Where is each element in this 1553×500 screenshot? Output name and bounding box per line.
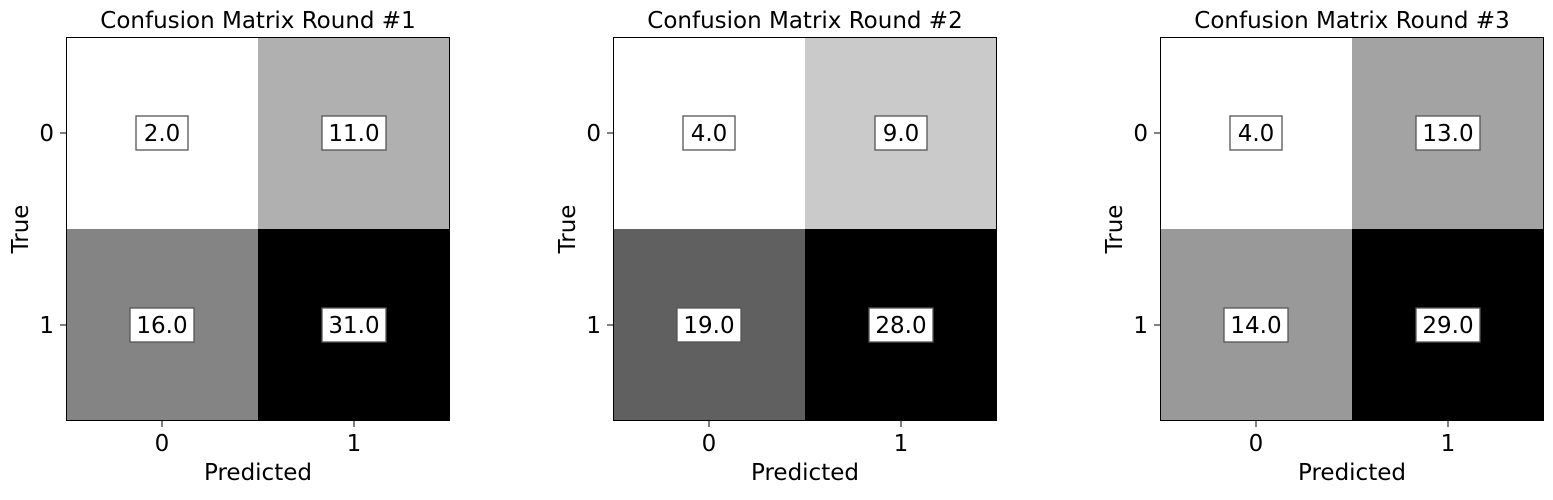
y-tick-label: 1 [586, 313, 601, 339]
plot-frame [613, 37, 997, 421]
x-axis-label: Predicted [1298, 460, 1406, 486]
y-axis-label: True [8, 205, 34, 255]
cell-label-box [135, 115, 189, 151]
cell-value-label: 31.0 [328, 313, 379, 339]
y-tick-label: 1 [1133, 313, 1148, 339]
cell-value-label: 9.0 [883, 121, 920, 147]
y-tick-label: 1 [39, 313, 54, 339]
plot-frame [1160, 37, 1544, 421]
cell-label-box [321, 115, 387, 151]
confusion-matrix-panel-2: 4.0 9.0 19.0 28.0 0 1 0 1 Confusion Matrix Round… [555, 8, 997, 486]
cell-label-box [1415, 115, 1481, 151]
cell-label-box [1415, 307, 1481, 343]
y-tick-label: 0 [39, 121, 54, 147]
chart-title: Confusion Matrix Round #2 [647, 8, 962, 34]
cell-label-box [1223, 307, 1289, 343]
cell-value-label: 11.0 [328, 121, 379, 147]
cell-value-label: 14.0 [1230, 313, 1281, 339]
cell-label-box [1229, 115, 1283, 151]
cell-value-label: 19.0 [683, 313, 734, 339]
x-axis-label: Predicted [751, 460, 859, 486]
x-axis-label: Predicted [204, 460, 312, 486]
cell-value-label: 2.0 [144, 121, 181, 147]
cell-value-label: 4.0 [1238, 121, 1275, 147]
cell-label-box [676, 307, 742, 343]
plot-frame [66, 37, 450, 421]
chart-title: Confusion Matrix Round #3 [1194, 8, 1509, 34]
cell-value-label: 29.0 [1422, 313, 1473, 339]
cell-label-box [129, 307, 195, 343]
confusion-matrix-panel-1: 2.0 11.0 16.0 31.0 0 1 0 1 Confusion Matrix Roun… [8, 8, 450, 486]
cell-label-box [868, 307, 934, 343]
cell-value-label: 4.0 [691, 121, 728, 147]
cell-label-box [682, 115, 736, 151]
chart-title: Confusion Matrix Round #1 [100, 8, 415, 34]
x-tick-label: 0 [155, 431, 170, 457]
cell-value-label: 28.0 [875, 313, 926, 339]
cell-value-label: 16.0 [136, 313, 187, 339]
x-tick-label: 1 [1441, 431, 1456, 457]
x-tick-label: 1 [347, 431, 362, 457]
y-tick-label: 0 [1133, 121, 1148, 147]
x-tick-label: 0 [1249, 431, 1264, 457]
cell-value-label: 13.0 [1422, 121, 1473, 147]
y-tick-label: 0 [586, 121, 601, 147]
x-tick-label: 1 [894, 431, 909, 457]
cell-label-box [874, 115, 928, 151]
y-axis-label: True [1102, 205, 1128, 255]
cell-label-box [321, 307, 387, 343]
x-tick-label: 0 [702, 431, 717, 457]
y-axis-label: True [555, 205, 581, 255]
confusion-matrix-panel-3: 4.0 13.0 14.0 29.0 0 1 0 1 Confusion Matrix Roun… [1102, 8, 1544, 486]
